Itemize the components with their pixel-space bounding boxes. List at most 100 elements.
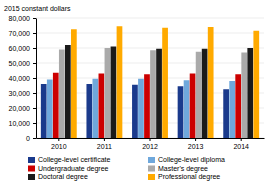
y-tick-label: 40,000: [9, 75, 31, 82]
y-tick-mark: [33, 78, 36, 79]
legend-label: Professional degree: [158, 173, 220, 181]
bar: [105, 48, 111, 138]
legend-swatch: [148, 157, 155, 163]
y-tick-label: 0: [26, 135, 30, 142]
bar: [178, 86, 184, 138]
bar: [190, 74, 196, 139]
legend-label: Doctoral degree: [38, 173, 88, 181]
x-tick: 2012: [142, 138, 158, 150]
legend-swatch: [28, 166, 35, 172]
bar: [144, 74, 150, 138]
y-tick-mark: [33, 138, 36, 139]
bar: [117, 26, 123, 138]
x-tick-label: 2010: [51, 143, 67, 150]
bar: [99, 74, 105, 139]
bar: [71, 29, 77, 138]
bar: [53, 73, 59, 138]
bar: [247, 48, 253, 138]
legend-label: Master's degree: [158, 165, 208, 173]
bars: [41, 26, 259, 138]
bar: [162, 28, 168, 138]
y-tick: 50,000: [9, 60, 36, 67]
x-tick-mark: [104, 138, 105, 141]
y-tick-label: 70,000: [9, 30, 31, 37]
bar: [132, 85, 138, 138]
bar: [86, 84, 92, 138]
bar: [235, 74, 241, 138]
bar: [150, 50, 156, 138]
grid: [36, 18, 264, 138]
x-tick-mark: [150, 138, 151, 141]
y-tick-mark: [33, 108, 36, 109]
bar: [229, 81, 235, 138]
y-tick-mark: [33, 123, 36, 124]
x-tick-mark: [58, 138, 59, 141]
y-axis-title: 2015 constant dollars: [4, 5, 71, 12]
bar: [156, 49, 162, 138]
legend-label: College-level certificate: [38, 156, 110, 164]
x-tick-label: 2014: [233, 143, 249, 150]
legend-item: Doctoral degree: [28, 173, 88, 181]
y-tick-label: 50,000: [9, 60, 31, 67]
bar: [184, 80, 190, 138]
chart: 0 10,000 20,000 30,000 40,000 50,000 60,000 70,…: [0, 0, 272, 185]
x-tick-label: 2011: [97, 143, 112, 150]
legend-swatch: [28, 157, 35, 163]
bar: [111, 47, 117, 139]
bar: [202, 49, 208, 138]
bar: [253, 31, 259, 138]
x-tick: 2014: [233, 138, 249, 150]
x-tick-mark: [241, 138, 242, 141]
plot: 0 10,000 20,000 30,000 40,000 50,000 60,000 70,…: [9, 15, 265, 150]
y-tick: 30,000: [9, 90, 36, 97]
y-tick-mark: [33, 63, 36, 64]
y-tick-label: 20,000: [9, 105, 31, 112]
bar: [241, 53, 247, 139]
bar: [92, 79, 98, 138]
bar: [208, 27, 214, 138]
bar: [65, 45, 71, 138]
legend-item: College-level diploma: [148, 156, 225, 164]
y-tick-mark: [33, 48, 36, 49]
y-tick: 20,000: [9, 105, 36, 112]
y-tick: 70,000: [9, 30, 36, 37]
y-axis-line: [36, 19, 37, 139]
y-tick: 0: [26, 135, 36, 142]
y-tick: 40,000: [9, 75, 36, 82]
x-tick-label: 2013: [188, 143, 204, 150]
y-tick-mark: [33, 93, 36, 94]
x-tick-mark: [195, 138, 196, 141]
grid-line: [36, 18, 264, 19]
legend-item: Master's degree: [148, 165, 208, 173]
y-tick-label: 30,000: [9, 90, 31, 97]
legend-label: College-level diploma: [158, 156, 225, 164]
legend-item: College-level certificate: [28, 156, 110, 164]
x-tick: 2013: [188, 138, 204, 150]
grid-line: [36, 33, 264, 34]
legend-swatch: [28, 174, 35, 180]
y-tick: 10,000: [9, 120, 36, 127]
legend: College-level certificate College-level d…: [28, 156, 225, 181]
legend-item: Undergraduate degree: [28, 165, 109, 173]
legend-label: Undergraduate degree: [38, 165, 109, 173]
bar: [47, 80, 53, 139]
y-tick-label: 60,000: [9, 45, 31, 52]
bar: [41, 84, 47, 138]
y-tick: 60,000: [9, 45, 36, 52]
y-tick-label: 10,000: [9, 120, 31, 127]
legend-item: Professional degree: [148, 173, 220, 181]
x-axis: 2010 2011 2012 2013 2014: [37, 138, 265, 150]
bar: [223, 89, 229, 138]
legend-swatch: [148, 166, 155, 172]
y-tick: 80,000: [9, 15, 36, 22]
bar: [196, 52, 202, 138]
x-tick: 2011: [97, 138, 112, 150]
y-tick-label: 80,000: [9, 15, 31, 22]
legend-swatch: [148, 174, 155, 180]
bar: [138, 79, 144, 138]
x-tick-label: 2012: [142, 143, 158, 150]
y-tick-mark: [33, 33, 36, 34]
y-tick-mark: [33, 18, 36, 19]
x-tick: 2010: [51, 138, 67, 150]
y-axis: 0 10,000 20,000 30,000 40,000 50,000 60,000 70,…: [9, 15, 37, 142]
